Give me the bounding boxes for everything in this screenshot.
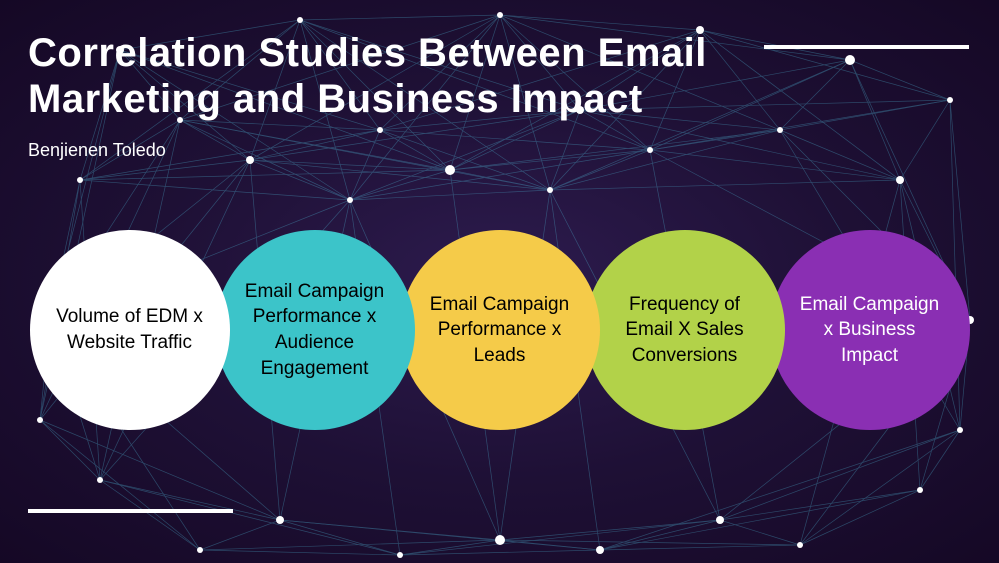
circle-3: Email Campaign Performance x Leads [400,230,600,430]
slide-title: Correlation Studies Between Email Market… [28,30,808,122]
decor-line-top [764,45,969,49]
circle-5: Email Campaign x Business Impact [770,230,970,430]
slide-author: Benjienen Toledo [28,140,166,161]
circle-4: Frequency of Email X Sales Conversions [585,230,785,430]
circle-1: Volume of EDM x Website Traffic [30,230,230,430]
decor-line-bottom [28,509,233,513]
circles-row: Volume of EDM x Website Traffic Email Ca… [0,230,999,430]
circle-2: Email Campaign Performance x Audience En… [215,230,415,430]
